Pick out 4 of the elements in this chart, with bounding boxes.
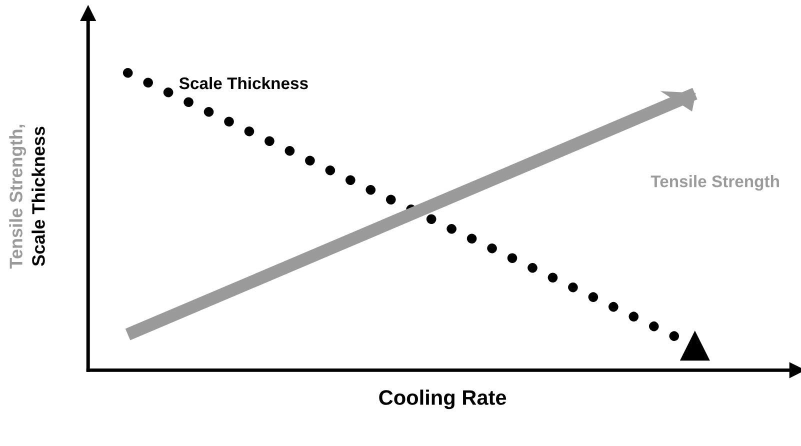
y-axis-title: Tensile Strength, Scale Thickness <box>9 124 45 269</box>
series-label: Scale Thickness <box>179 76 308 90</box>
text: Tensile Strength <box>650 175 779 191</box>
x-axis-title: Cooling Rate <box>379 390 506 410</box>
